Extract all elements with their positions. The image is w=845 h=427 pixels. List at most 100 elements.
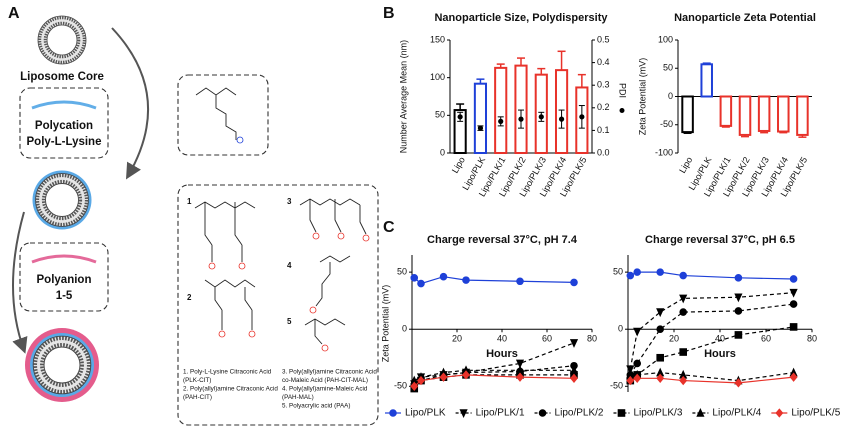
pdi-dot — [498, 118, 504, 124]
y2-tick-label: 0.2 — [597, 102, 610, 112]
structure — [304, 318, 346, 345]
key-line: (PLK-CIT) — [183, 377, 211, 384]
bar — [738, 95, 752, 136]
y-tick-label: 100 — [658, 34, 673, 44]
y-tick-label: 50 — [397, 267, 407, 277]
chart-title: Nanoparticle Zeta Potential — [674, 12, 816, 24]
x-tick-label: 80 — [587, 334, 597, 344]
key-line: (PAH-MAL) — [282, 394, 314, 401]
key-line: (PAH-CIT) — [183, 394, 212, 401]
x-tick-label: Lipo — [450, 155, 467, 175]
series-line — [413, 369, 574, 382]
bar — [681, 95, 694, 134]
structure — [194, 201, 256, 262]
marker — [789, 372, 798, 382]
marker — [626, 375, 635, 386]
x-tick-label: 60 — [542, 334, 552, 344]
marker — [570, 278, 578, 287]
pdi-dot — [579, 114, 585, 120]
legend-label: Lipo/PLK/5 — [791, 408, 840, 419]
charge — [236, 136, 244, 144]
structure — [299, 198, 367, 235]
pdi-dot — [457, 114, 463, 120]
x-tick-label: Lipo — [677, 155, 694, 175]
pdi-dot — [538, 114, 544, 120]
marker — [734, 293, 743, 303]
key-line: 1. Poly-L-Lysine Citraconic Acid — [183, 369, 272, 376]
x-axis-label: Hours — [486, 348, 518, 360]
bar — [473, 82, 488, 154]
structure-number: 5 — [287, 317, 292, 326]
structure-number: 3 — [287, 197, 292, 206]
y-tick-label: -50 — [610, 381, 623, 391]
marker — [696, 408, 705, 417]
marker — [516, 372, 524, 382]
legend-label: Lipo/PLK/3 — [633, 408, 682, 419]
legend-label: Lipo/PLK/4 — [712, 408, 761, 419]
key-line: 2. Poly(allyl)amine Citraconic Acid — [183, 386, 278, 393]
legend-label: Lipo/PLK/2 — [555, 408, 604, 419]
arrow — [12, 211, 28, 354]
chart-title: Nanoparticle Size, Polydispersity — [434, 12, 608, 24]
marker — [656, 308, 665, 318]
marker — [459, 409, 468, 418]
key-line: 5. Polyacrylic acid (PAA) — [282, 403, 350, 410]
polyanion-title: Polyanion — [37, 274, 92, 286]
marker — [516, 277, 524, 286]
bar — [719, 95, 733, 127]
structure-key: 1. Poly-L-Lysine Citraconic Acid(PLK-CIT… — [183, 369, 278, 402]
marker — [633, 373, 642, 383]
x-axis-label: Hours — [704, 348, 736, 360]
marker — [734, 307, 743, 315]
y-tick-label: 0 — [618, 324, 623, 334]
polycation-icon — [31, 100, 97, 110]
structure-number: 1 — [187, 197, 192, 206]
bar — [494, 66, 508, 154]
panel-label: B — [383, 5, 395, 22]
liposome — [36, 14, 88, 66]
y-tick-label: 150 — [430, 34, 445, 44]
y-tick-label: 50 — [435, 110, 445, 120]
structure — [195, 87, 237, 140]
marker — [417, 279, 425, 288]
polyanion-icon — [31, 254, 97, 264]
marker — [462, 276, 470, 284]
series-line — [413, 374, 574, 389]
legend-label: Lipo/PLK/1 — [476, 408, 525, 419]
marker — [617, 409, 626, 417]
marker — [417, 375, 425, 386]
marker — [775, 408, 784, 418]
marker — [515, 359, 525, 369]
y2-axis-label: PDI — [618, 83, 628, 98]
marker — [439, 372, 448, 382]
legend-dot — [619, 108, 625, 113]
marker — [569, 365, 579, 375]
bar — [796, 95, 809, 136]
marker — [679, 294, 688, 304]
key-line: 4. Poly(allyl)amine-Maleic Acid — [282, 386, 368, 393]
marker — [633, 268, 642, 276]
marker — [570, 373, 578, 383]
x-tick-label: 40 — [715, 334, 725, 344]
series-line — [413, 276, 575, 285]
chart-title: Charge reversal 37°C, pH 6.5 — [645, 234, 795, 246]
marker — [626, 271, 635, 280]
marker — [410, 381, 419, 391]
marker — [789, 300, 798, 308]
pdi-dot — [558, 116, 565, 122]
marker — [789, 275, 798, 283]
y2-tick-label: 0.3 — [597, 80, 610, 90]
structure — [315, 255, 351, 307]
y2-tick-label: 0.0 — [597, 147, 610, 157]
marker — [538, 409, 547, 417]
marker — [633, 327, 642, 337]
marker — [410, 274, 419, 282]
charges — [208, 232, 370, 352]
marker — [656, 268, 665, 276]
x-tick-label: 60 — [761, 334, 771, 344]
marker — [569, 339, 579, 348]
y-tick-label: 100 — [430, 72, 445, 82]
marker — [734, 331, 743, 339]
polyanion-box — [19, 242, 109, 312]
series-line — [413, 374, 575, 387]
